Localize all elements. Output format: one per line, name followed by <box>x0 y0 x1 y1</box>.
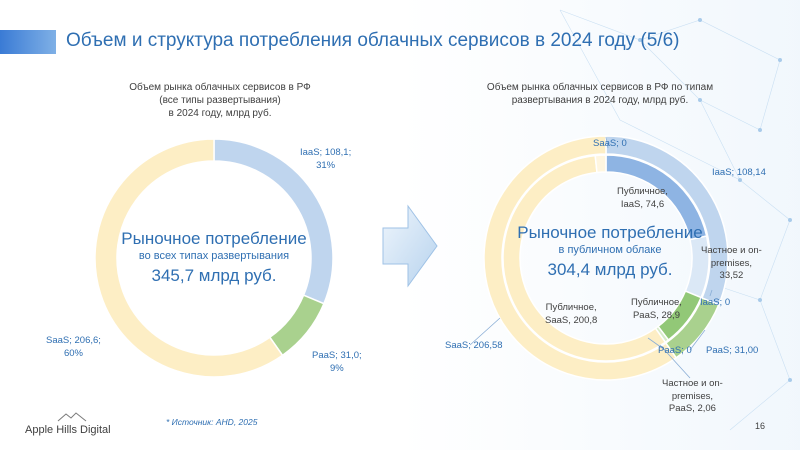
iaas-private-label: Частное и on- premises, 33,52 <box>701 245 762 281</box>
saas-slice-label: SaaS; 206,6; 60% <box>46 335 101 359</box>
paas-private-label: Частное и on- premises, PaaS, 2,06 <box>662 378 723 414</box>
saas-outer-slice <box>483 135 678 381</box>
leader-line <box>647 337 666 351</box>
saas-public-label: Публичное, SaaS, 200,8 <box>545 302 598 326</box>
arrow-icon <box>382 204 438 288</box>
subtitle-line: Объем рынка облачных сервисов в РФ <box>129 82 311 93</box>
paas-slice <box>268 294 325 357</box>
iaas-zero-label: IaaS; 0 <box>700 297 731 308</box>
iaas-outer-label: IaaS; 108,14 <box>712 167 766 178</box>
label-leader-lines <box>469 136 713 379</box>
leader-line <box>605 136 609 149</box>
iaas-slice-label: IaaS; 108,1; 31% <box>300 147 352 171</box>
left-donut-chart <box>94 138 334 378</box>
right-chart-subtitle: Объем рынка облачных сервисов в РФ по ти… <box>470 81 730 107</box>
left-chart-subtitle: Объем рынка облачных сервисов в РФ (все … <box>110 81 330 120</box>
paas-slice-label: PaaS; 31,0; 9% <box>312 350 362 374</box>
title-accent-bar <box>0 30 56 54</box>
saas-outer-label: SaaS; 206,58 <box>445 340 503 351</box>
subtitle-line: развертывания в 2024 году, млрд руб. <box>511 95 689 106</box>
source-note: * Источник: AHD, 2025 <box>166 417 258 427</box>
paas-outer-label: PaaS; 31,00 <box>706 345 759 356</box>
right-donut-chart <box>483 135 729 381</box>
paas-public-label: Публичное, PaaS, 28,9 <box>631 297 682 321</box>
mountain-icon <box>57 412 87 422</box>
page-title: Объем и структура потребления облачных с… <box>66 30 680 51</box>
subtitle-line: (все типы развертывания) <box>159 95 281 106</box>
saas-slice <box>94 138 284 378</box>
leader-line <box>689 329 706 351</box>
leader-line <box>659 344 691 379</box>
left-center-text: Рыночное потребление во всех типах разве… <box>121 229 307 285</box>
saas-private-slice <box>594 154 607 174</box>
paas-zero-label: PaaS; 0 <box>658 345 692 356</box>
logo-text: Apple Hills Digital <box>25 424 111 436</box>
leader-line <box>709 289 713 297</box>
subtitle-line: в 2024 году, млрд руб. <box>168 108 272 119</box>
leader-line <box>469 317 501 346</box>
page-number: 16 <box>755 421 766 431</box>
saas-zero-label: SaaS; 0 <box>593 138 627 149</box>
subtitle-line: Объем рынка облачных сервисов в РФ по ти… <box>486 82 714 93</box>
right-center-text: Рыночное потребление в публичном облаке … <box>517 223 703 279</box>
iaas-public-label: Публичное, IaaS, 74,6 <box>617 186 668 210</box>
